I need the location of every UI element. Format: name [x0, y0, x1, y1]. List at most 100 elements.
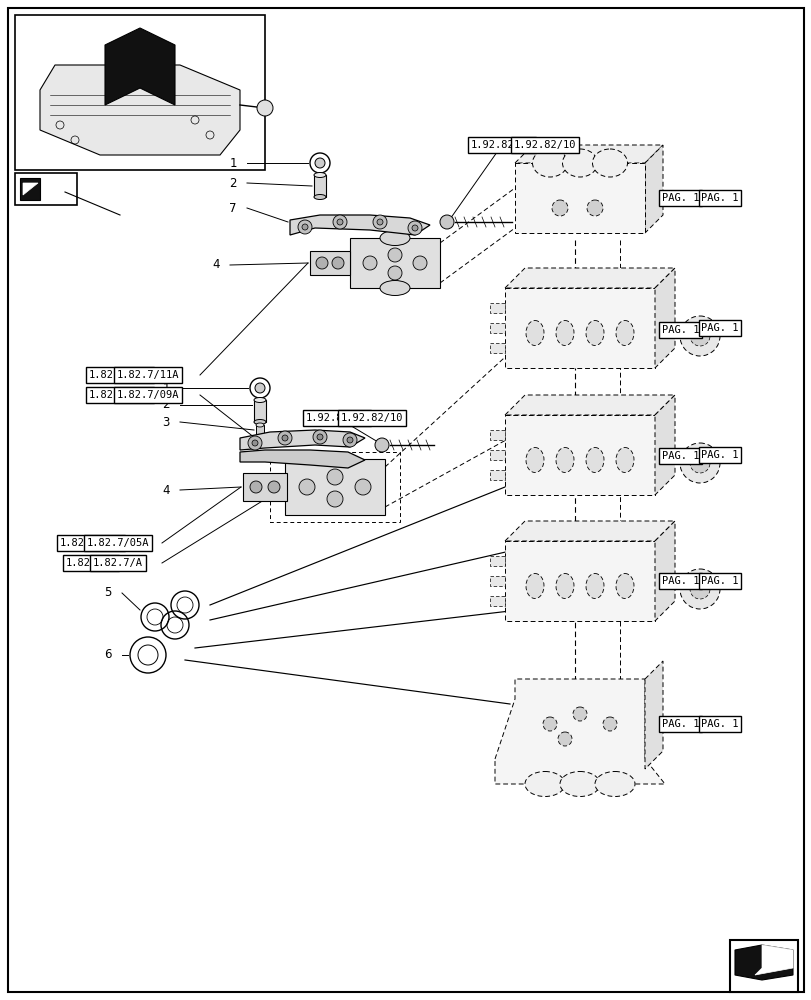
Bar: [350, 238, 440, 288]
Ellipse shape: [562, 149, 597, 177]
Ellipse shape: [380, 280, 410, 296]
Ellipse shape: [586, 320, 603, 346]
Bar: [285, 459, 384, 515]
Text: PAG. 1: PAG. 1: [701, 719, 738, 729]
Polygon shape: [734, 945, 792, 980]
Circle shape: [376, 219, 383, 225]
Polygon shape: [105, 28, 175, 105]
Text: 1.82.7/A: 1.82.7/A: [66, 558, 116, 568]
Bar: [242, 473, 286, 501]
Ellipse shape: [255, 423, 264, 427]
Ellipse shape: [594, 771, 634, 796]
Circle shape: [251, 440, 258, 446]
Circle shape: [250, 378, 270, 398]
Circle shape: [257, 100, 272, 116]
Polygon shape: [504, 395, 674, 415]
Polygon shape: [40, 65, 240, 155]
Ellipse shape: [556, 448, 573, 473]
Bar: [514, 163, 644, 233]
Text: PAG. 1: PAG. 1: [701, 576, 738, 586]
Circle shape: [342, 433, 357, 447]
Text: PAG. 1: PAG. 1: [701, 323, 738, 333]
Circle shape: [333, 215, 346, 229]
Circle shape: [363, 256, 376, 270]
Ellipse shape: [616, 320, 633, 346]
Text: 1.82.7/05A: 1.82.7/05A: [87, 538, 149, 548]
Circle shape: [407, 221, 422, 235]
Circle shape: [551, 200, 568, 216]
Circle shape: [332, 257, 344, 269]
Polygon shape: [495, 679, 664, 784]
Circle shape: [354, 479, 371, 495]
Bar: [15, 15, 264, 170]
Text: 1.82.7/A: 1.82.7/A: [93, 558, 143, 568]
Bar: [504, 288, 654, 368]
Circle shape: [327, 469, 342, 485]
Polygon shape: [654, 521, 674, 621]
Text: 1.82.7/05A: 1.82.7/05A: [60, 538, 122, 548]
Circle shape: [689, 579, 709, 599]
Circle shape: [312, 430, 327, 444]
Bar: [489, 596, 504, 606]
Bar: [504, 541, 654, 621]
Circle shape: [440, 215, 453, 229]
Text: 1: 1: [162, 381, 169, 394]
Circle shape: [679, 443, 719, 483]
Text: 1.92.82/10: 1.92.82/10: [513, 140, 576, 150]
Polygon shape: [20, 178, 40, 200]
Text: 1.82.7/09A: 1.82.7/09A: [117, 390, 179, 400]
Bar: [489, 430, 504, 440]
Polygon shape: [240, 450, 365, 468]
Polygon shape: [754, 945, 792, 975]
Text: 7: 7: [230, 202, 237, 215]
Text: PAG. 1: PAG. 1: [661, 325, 698, 335]
Text: PAG. 1: PAG. 1: [661, 719, 698, 729]
Bar: [310, 251, 350, 275]
Text: 1.92.82/10: 1.92.82/10: [341, 413, 403, 423]
Bar: [489, 303, 504, 313]
Bar: [489, 323, 504, 333]
Circle shape: [372, 215, 387, 229]
Polygon shape: [644, 661, 663, 769]
Ellipse shape: [586, 448, 603, 473]
Circle shape: [315, 158, 324, 168]
Circle shape: [310, 153, 329, 173]
Ellipse shape: [556, 574, 573, 598]
Ellipse shape: [526, 448, 543, 473]
Polygon shape: [504, 521, 674, 541]
Bar: [15, 173, 77, 205]
Text: PAG. 1: PAG. 1: [661, 576, 698, 586]
Ellipse shape: [586, 574, 603, 598]
Circle shape: [255, 383, 264, 393]
Bar: [270, 452, 400, 522]
Text: 1: 1: [230, 157, 237, 170]
Polygon shape: [290, 215, 430, 235]
Ellipse shape: [556, 320, 573, 346]
Text: PAG. 1: PAG. 1: [661, 193, 698, 203]
Circle shape: [281, 435, 288, 441]
Text: 1.92.82/10: 1.92.82/10: [470, 140, 532, 150]
Circle shape: [298, 479, 315, 495]
Circle shape: [302, 224, 307, 230]
Circle shape: [327, 491, 342, 507]
Ellipse shape: [526, 574, 543, 598]
Circle shape: [388, 248, 401, 262]
Ellipse shape: [254, 420, 266, 424]
Text: 2: 2: [162, 398, 169, 412]
Circle shape: [689, 453, 709, 473]
Ellipse shape: [532, 149, 567, 177]
Text: PAG. 1: PAG. 1: [661, 451, 698, 461]
Bar: [314, 175, 325, 197]
Circle shape: [411, 225, 418, 231]
Circle shape: [543, 717, 556, 731]
Circle shape: [250, 481, 262, 493]
Circle shape: [315, 257, 328, 269]
Bar: [254, 400, 266, 422]
Circle shape: [388, 266, 401, 280]
Bar: [489, 450, 504, 460]
Ellipse shape: [592, 149, 627, 177]
Text: 3: 3: [162, 416, 169, 428]
Ellipse shape: [525, 771, 564, 796]
Ellipse shape: [380, 231, 410, 245]
Text: PAG. 1: PAG. 1: [701, 450, 738, 460]
